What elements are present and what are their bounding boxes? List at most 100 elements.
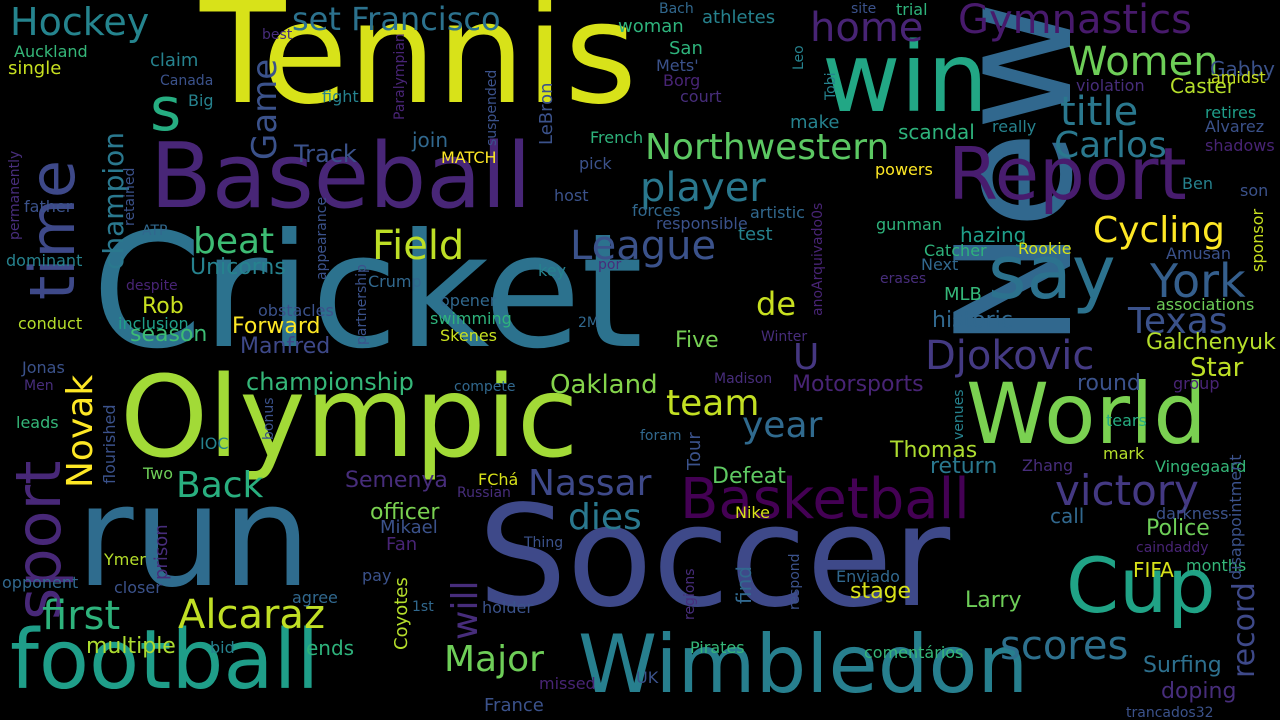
cloud-word: League (570, 223, 717, 269)
cloud-word: despite (126, 278, 178, 294)
cloud-word: bonus (261, 397, 277, 441)
cloud-word: retained (122, 167, 138, 226)
cloud-word: Nike (735, 503, 770, 522)
cloud-word: beat (193, 221, 275, 262)
cloud-word: group (1173, 374, 1220, 393)
cloud-word: mark (1103, 444, 1145, 463)
cloud-word: prison (151, 524, 172, 580)
cloud-word: Star (1190, 353, 1244, 383)
cloud-word: Two (143, 464, 173, 483)
cloud-word: French (590, 128, 644, 147)
cloud-word: Ben (1182, 174, 1213, 193)
cloud-word: will (445, 580, 486, 640)
cloud-word: Larry (965, 588, 1022, 613)
cloud-word: Cup (1066, 541, 1216, 630)
cloud-word: San (669, 38, 703, 59)
cloud-word: Mikael (380, 517, 438, 538)
cloud-word: Rookie (1018, 239, 1072, 258)
cloud-word: Manfred (240, 334, 331, 359)
cloud-word: violation (1076, 76, 1145, 95)
cloud-word: disappointment (1226, 454, 1245, 580)
cloud-word: Unicorns (190, 255, 286, 280)
cloud-word: pay (362, 566, 392, 585)
cloud-word: officer (370, 500, 440, 525)
cloud-word: retires (1205, 103, 1257, 122)
cloud-word: World (966, 365, 1207, 463)
cloud-word: Baseball (150, 124, 532, 229)
cloud-word: Next (921, 255, 959, 274)
cloud-word: comentários (864, 643, 964, 662)
cloud-word: Borg (663, 71, 701, 90)
cloud-word: erases (880, 271, 927, 287)
cloud-word: set Francisco (292, 0, 501, 38)
cloud-word: athletes (702, 7, 776, 28)
cloud-word: Winter (761, 329, 808, 345)
cloud-word: Jonas (22, 358, 65, 377)
cloud-word: Track (294, 140, 357, 168)
cloud-word: home (810, 5, 924, 51)
cloud-word: Enviado (836, 567, 900, 586)
cloud-word: Northwestern (645, 127, 890, 168)
cloud-word: make (790, 112, 840, 133)
cloud-word: ATP (142, 223, 168, 239)
cloud-word: caindaddy (1136, 540, 1209, 556)
cloud-word: amidst (1211, 68, 1266, 87)
cloud-word: 2M (578, 315, 599, 331)
cloud-word: Skenes (440, 326, 498, 345)
cloud-word: Madison (714, 371, 773, 387)
cloud-word: MLB (944, 284, 982, 305)
cloud-word: foram (640, 428, 682, 444)
cloud-word: UK (636, 668, 659, 687)
cloud-word: win (822, 22, 989, 134)
cloud-word: tears (1106, 411, 1147, 430)
cloud-word: dominant (6, 251, 83, 270)
cloud-word: Semenya (345, 468, 448, 493)
cloud-word: call (1050, 504, 1085, 528)
cloud-word: powers (875, 160, 933, 179)
cloud-word: Nassar (528, 463, 652, 504)
cloud-word: first (42, 593, 121, 639)
cloud-word: ends (306, 636, 355, 660)
cloud-word: inclusion (118, 314, 189, 333)
cloud-word: Basketball (680, 467, 970, 532)
cloud-word: LeBron (536, 82, 557, 145)
cloud-word: Five (675, 328, 719, 353)
cloud-word: championship (246, 368, 414, 396)
cloud-word: son (1240, 181, 1269, 200)
cloud-word: player (640, 165, 766, 211)
cloud-word: Defeat (712, 464, 786, 489)
cloud-word: Djokovic (925, 333, 1095, 379)
cloud-word: football (10, 613, 320, 708)
cloud-word: Alcaraz (178, 592, 325, 638)
cloud-word: doping (1161, 679, 1237, 704)
cloud-word: Surfing (1143, 653, 1222, 678)
cloud-word: Novak (60, 374, 101, 488)
cloud-word: Paralympian (392, 33, 408, 120)
cloud-word: Oakland (550, 370, 658, 400)
cloud-word: Catcher (924, 241, 987, 260)
cloud-word: FChá (478, 470, 519, 489)
cloud-word: sponsor (1248, 208, 1267, 272)
cloud-word: find (732, 566, 756, 604)
cloud-word: scores (1000, 623, 1129, 669)
cloud-word: Vingegaard (1155, 457, 1247, 476)
cloud-word: Russian (457, 485, 511, 501)
cloud-word: test (738, 224, 773, 245)
cloud-word: agree (292, 588, 338, 607)
cloud-word: Police (1146, 516, 1210, 541)
cloud-word: site (851, 1, 877, 17)
cloud-word: obstacles (258, 301, 334, 320)
cloud-word: France (484, 695, 544, 716)
cloud-word: Game (245, 58, 285, 160)
cloud-word: season (130, 322, 208, 347)
cloud-word: dies (568, 497, 642, 538)
cloud-word: s (150, 75, 182, 145)
cloud-word: respond (787, 553, 803, 610)
cloud-word: Wimbledon (578, 618, 1029, 711)
cloud-word: title (1060, 89, 1139, 135)
cloud-word: time (16, 159, 89, 300)
cloud-word: Thomas (890, 438, 978, 463)
cloud-word: opener (440, 291, 497, 310)
cloud-word: shadows (1205, 136, 1275, 155)
